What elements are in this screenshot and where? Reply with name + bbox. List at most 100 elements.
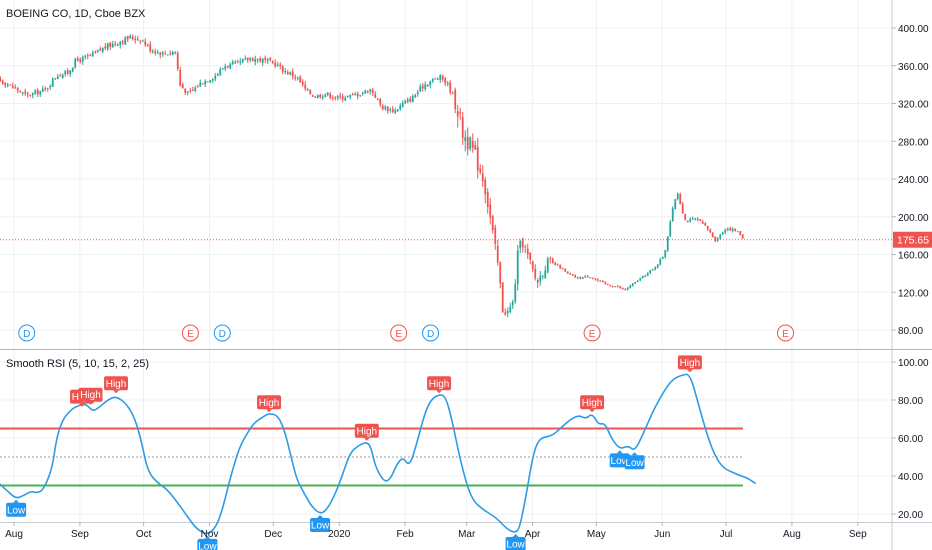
candle-body bbox=[656, 264, 659, 268]
candle-body bbox=[256, 58, 259, 60]
candle-body bbox=[554, 262, 557, 265]
candle-body bbox=[619, 286, 622, 289]
rsi-line bbox=[0, 373, 757, 535]
candle-body bbox=[6, 84, 9, 87]
candle-body bbox=[699, 219, 702, 221]
high-marker-pointer bbox=[686, 369, 693, 373]
candle-body bbox=[644, 275, 647, 277]
high-marker: High bbox=[427, 376, 452, 394]
candle-body bbox=[359, 95, 362, 97]
low-marker-label: Low bbox=[625, 458, 644, 469]
price-tick-label: 400.00 bbox=[898, 24, 929, 35]
last-price-label: 175.65 bbox=[897, 235, 929, 247]
high-marker-box bbox=[427, 376, 452, 391]
candle-body bbox=[711, 232, 714, 238]
candle-body bbox=[351, 94, 354, 96]
candle-body bbox=[481, 173, 484, 182]
candle-body bbox=[204, 80, 207, 85]
rsi-tick-label: 40.00 bbox=[898, 472, 923, 483]
high-marker-box bbox=[677, 355, 702, 370]
candle-body bbox=[41, 88, 44, 92]
candle-body bbox=[446, 83, 449, 85]
candle-body bbox=[734, 229, 737, 231]
candle-body bbox=[369, 89, 372, 92]
candle-body bbox=[686, 220, 689, 223]
candle-body bbox=[151, 50, 154, 52]
candle-body bbox=[486, 191, 489, 207]
candle-body bbox=[614, 286, 617, 288]
candle-body bbox=[539, 275, 542, 282]
high-marker: High bbox=[354, 423, 379, 441]
rsi-tick-label: 20.00 bbox=[898, 510, 923, 521]
candle-body bbox=[724, 230, 727, 233]
high-marker-label: High bbox=[680, 358, 701, 369]
candle-body bbox=[334, 97, 337, 99]
candle-body bbox=[59, 75, 62, 77]
candle-body bbox=[139, 40, 142, 42]
candle-body bbox=[134, 38, 137, 41]
candle-body bbox=[606, 283, 609, 285]
candle-body bbox=[479, 168, 482, 173]
candle-body bbox=[224, 66, 227, 69]
candle-body bbox=[391, 108, 394, 113]
earnings-event-label: E bbox=[782, 329, 789, 340]
rsi-tick-label: 60.00 bbox=[898, 434, 923, 445]
candle-body bbox=[566, 271, 569, 274]
candle-body bbox=[374, 94, 377, 99]
high-marker-box bbox=[104, 376, 129, 391]
indicator-legend[interactable]: Smooth RSI (5, 10, 15, 2, 25) bbox=[6, 358, 150, 370]
candle-body bbox=[314, 96, 317, 98]
low-marker-label: Low bbox=[506, 540, 525, 550]
candle-body bbox=[221, 68, 224, 70]
candle-body bbox=[304, 84, 307, 89]
earnings-event-label: E bbox=[187, 329, 194, 340]
candle-body bbox=[409, 98, 412, 102]
rsi-tick-label: 80.00 bbox=[898, 396, 923, 407]
candle-body bbox=[309, 90, 312, 95]
dividend-event-label: D bbox=[427, 329, 434, 340]
low-marker-pointer bbox=[512, 534, 519, 537]
candle-body bbox=[231, 62, 234, 65]
candle-body bbox=[264, 57, 267, 60]
candle-body bbox=[234, 61, 237, 63]
high-marker-label: High bbox=[106, 379, 127, 390]
price-tick-label: 280.00 bbox=[898, 137, 929, 148]
low-marker-label: Low bbox=[311, 521, 330, 532]
candle-body bbox=[106, 43, 109, 49]
candle-body bbox=[194, 87, 197, 92]
candle-body bbox=[51, 78, 54, 87]
candle-body bbox=[509, 306, 512, 313]
candle-body bbox=[399, 105, 402, 109]
candle-body bbox=[124, 37, 127, 45]
candle-body bbox=[439, 74, 442, 80]
earnings-event-marker bbox=[181, 324, 199, 342]
candle-body bbox=[0, 77, 2, 82]
candle-body bbox=[536, 280, 539, 283]
candle-body bbox=[171, 52, 174, 55]
candle-body bbox=[144, 41, 147, 45]
main-chart-legend[interactable]: BOEING CO, 1D, Cboe BZX bbox=[6, 8, 146, 20]
candle-body bbox=[339, 95, 342, 97]
candle-body bbox=[126, 36, 129, 40]
low-marker-pointer bbox=[13, 499, 20, 503]
high-marker: High bbox=[580, 395, 605, 413]
candle-body bbox=[589, 277, 592, 279]
candle-body bbox=[356, 93, 359, 97]
candle-body bbox=[654, 267, 657, 270]
candle-body bbox=[119, 42, 122, 45]
time-tick-label: Jun bbox=[654, 529, 670, 540]
time-tick-label: Aug bbox=[5, 529, 23, 540]
time-tick-label: Jul bbox=[720, 529, 733, 540]
candle-body bbox=[86, 55, 89, 57]
candle-body bbox=[671, 208, 674, 222]
candle-body bbox=[631, 283, 634, 286]
candle-body bbox=[459, 112, 462, 114]
candle-body bbox=[164, 53, 167, 55]
candle-body bbox=[241, 59, 244, 63]
high-marker-pointer bbox=[87, 401, 94, 405]
candle-body bbox=[271, 60, 274, 63]
candle-body bbox=[276, 64, 279, 66]
low-marker-label: Low bbox=[198, 541, 217, 550]
candle-body bbox=[541, 275, 544, 277]
candle-body bbox=[269, 57, 272, 60]
